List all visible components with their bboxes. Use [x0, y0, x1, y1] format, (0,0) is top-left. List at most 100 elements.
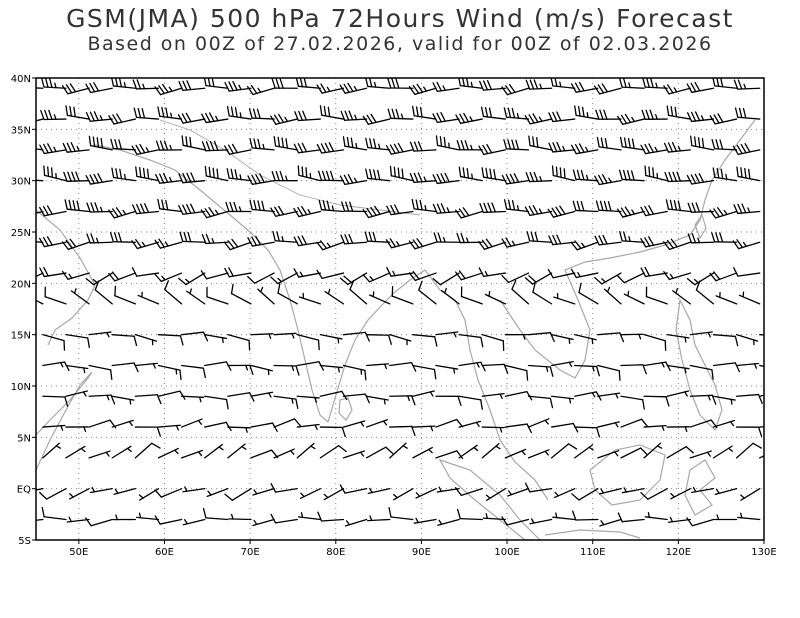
wind-barb	[574, 426, 601, 438]
wind-barb	[666, 426, 690, 433]
wind-barb	[227, 443, 247, 459]
wind-barb	[133, 107, 160, 120]
wind-barb	[619, 231, 645, 243]
wind-barb	[36, 118, 44, 122]
wind-barb	[111, 334, 138, 347]
wind-barb	[686, 81, 715, 93]
wind-barb	[250, 391, 274, 398]
wind-barb	[362, 205, 391, 219]
wind-barb	[690, 135, 715, 151]
wind-barb	[135, 512, 160, 521]
wind-barb	[157, 390, 186, 400]
wind-barb	[134, 394, 162, 405]
wind-barb	[39, 488, 67, 500]
wind-barb	[157, 447, 180, 459]
wind-barb	[712, 419, 736, 428]
wind-barb	[65, 445, 86, 459]
wind-barb	[294, 110, 321, 122]
wind-barb	[620, 447, 649, 459]
wind-barb	[408, 270, 437, 282]
wind-barb	[686, 111, 715, 123]
wind-barb	[456, 140, 483, 151]
wind-barb	[344, 518, 368, 527]
wind-barb	[365, 137, 391, 151]
wind-barb	[157, 424, 182, 431]
wind-barb	[460, 286, 483, 305]
coastlines	[36, 119, 756, 540]
lat-tick-label: 40N	[11, 74, 31, 85]
wind-barb	[528, 135, 553, 151]
wind-barb	[524, 482, 553, 493]
wind-barb	[644, 165, 668, 182]
wind-barb	[270, 205, 298, 217]
wind-barb	[226, 105, 252, 120]
wind-barb	[596, 136, 622, 151]
wind-barb	[643, 361, 671, 372]
wind-barb	[617, 272, 645, 284]
wind-barb	[393, 488, 414, 501]
wind-barb	[641, 109, 668, 120]
wind-barb	[389, 425, 416, 437]
wind-barb	[247, 235, 275, 247]
wind-barb	[551, 165, 576, 182]
wind-barb	[43, 165, 67, 182]
wind-barb	[455, 207, 483, 219]
wind-barb	[61, 83, 90, 95]
wind-barb	[61, 270, 90, 280]
wind-barb	[597, 364, 621, 381]
wind-barb	[132, 79, 160, 90]
wind-barb	[247, 272, 275, 284]
wind-barb	[594, 234, 622, 246]
wind-barb	[178, 172, 206, 184]
sri-lanka	[338, 397, 353, 421]
wind-barb	[389, 165, 414, 182]
wind-barb	[65, 364, 89, 374]
wind-barb	[362, 113, 391, 125]
wind-barb	[295, 78, 321, 89]
wind-barb	[482, 513, 506, 521]
wind-barb	[412, 364, 437, 380]
wind-barb	[408, 83, 437, 96]
wind-barb	[39, 205, 67, 217]
wind-barb	[324, 288, 345, 305]
wind-barb	[597, 450, 620, 459]
wind-barb	[571, 488, 599, 501]
wind-barb	[316, 269, 345, 280]
wind-barb	[40, 78, 67, 89]
wind-barb	[134, 362, 158, 369]
india-west-coast	[249, 231, 329, 423]
wind-barb	[39, 143, 67, 155]
wind-barb	[455, 112, 483, 124]
wind-barb	[389, 334, 412, 346]
wind-barb	[687, 233, 715, 244]
wind-barb	[571, 143, 599, 155]
wind-barb	[134, 334, 158, 346]
lon-tick-label: 50E	[69, 547, 88, 558]
wind-barb	[204, 421, 232, 432]
wind-barb	[435, 418, 464, 428]
wind-barb	[70, 288, 90, 305]
wind-barb	[201, 140, 229, 152]
wind-barb	[365, 419, 388, 428]
wind-barb	[620, 364, 647, 375]
wind-barb	[134, 426, 161, 437]
wind-barb	[415, 488, 437, 499]
lat-tick-label: 35N	[11, 125, 31, 136]
wind-barb	[36, 179, 44, 182]
wind-barb	[594, 174, 622, 186]
wind-barb	[643, 424, 667, 431]
wind-barb	[524, 204, 553, 217]
sumatra	[438, 458, 541, 540]
wind-barb	[547, 268, 576, 279]
wind-barb	[458, 78, 483, 89]
wind-barb	[202, 508, 229, 521]
wind-barb	[89, 486, 113, 494]
wind-barb	[111, 167, 137, 182]
wind-barb	[689, 394, 717, 405]
wind-barb	[572, 200, 599, 213]
wind-barb	[224, 143, 252, 155]
wind-barb	[88, 331, 112, 338]
wind-barb	[111, 362, 139, 373]
wind-barb	[435, 364, 459, 374]
wind-barb	[735, 426, 763, 437]
